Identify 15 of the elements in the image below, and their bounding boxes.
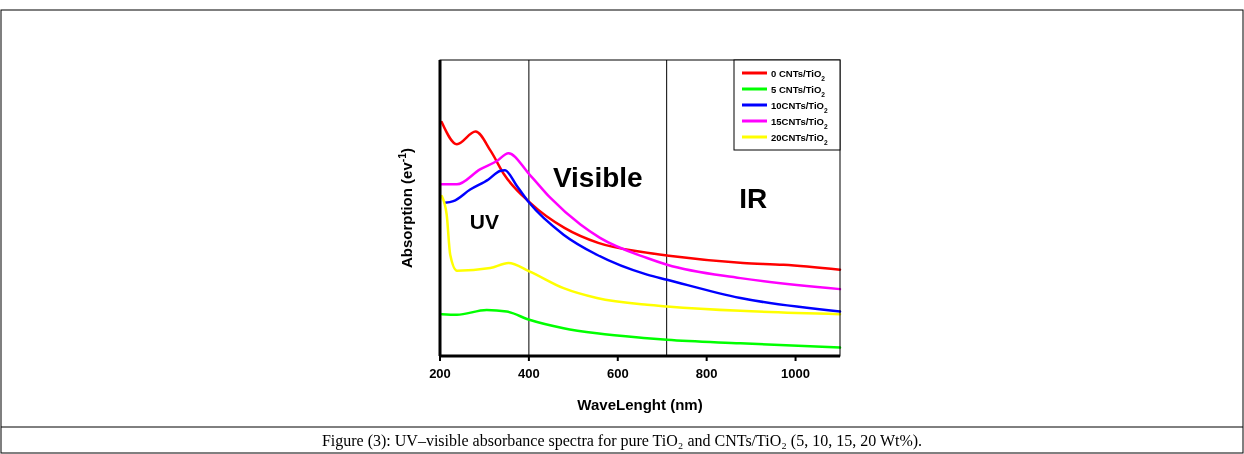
- annotation: UV: [469, 209, 500, 233]
- legend-label: 0 CNTs/TiO$_{2}$: [771, 68, 826, 82]
- legend-label: 15CNTs/TiO$_{2}$: [771, 116, 828, 130]
- x-tick-label: 600: [606, 366, 629, 381]
- x-tick-label: 400: [518, 366, 540, 381]
- legend-label: 10CNTs/TiO$_{2}$: [771, 100, 828, 114]
- x-axis-title: WaveLenght (nm): [577, 396, 703, 413]
- annotation: Visible: [552, 162, 643, 194]
- annotation: IR: [739, 183, 768, 214]
- x-tick-label: 800: [695, 366, 718, 381]
- text: Figure (3): UV–visible absorbance spectra for pure TiO₂ and CNTs/TiO₂ (5, 10, 15, 20 Wt%).: [321, 432, 923, 450]
- legend-label: 5 CNTs/TiO$_{2}$: [771, 84, 826, 98]
- x-tick-label: 200: [429, 366, 451, 381]
- legend-label: 20CNTs/TiO$_{2}$: [771, 132, 828, 146]
- x-tick-label: 1000: [781, 366, 811, 381]
